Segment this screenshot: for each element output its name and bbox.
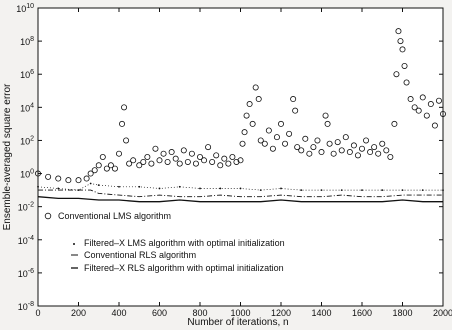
y-tick-exponent: 0 xyxy=(30,169,34,176)
y-tick-exponent: -2 xyxy=(28,202,34,209)
x-tick-label: 200 xyxy=(71,308,86,318)
legend-entry: Filtered–X LMS algorithm with optimal in… xyxy=(73,238,285,248)
x-tick-label: 1600 xyxy=(352,308,372,318)
legend-entry: Conventional LMS algorithm xyxy=(45,211,171,221)
y-tick-exponent: 4 xyxy=(30,102,34,109)
y-tick-exponent: 10 xyxy=(26,3,34,10)
y-tick-base: 10 xyxy=(16,4,26,14)
y-tick-label: 10-4 xyxy=(18,235,34,246)
y-tick-label: 10-2 xyxy=(18,202,34,213)
y-tick-base: 10 xyxy=(20,70,30,80)
y-tick-label: 1010 xyxy=(16,3,34,14)
x-tick-label: 2000 xyxy=(433,308,452,318)
y-tick-base: 10 xyxy=(20,136,30,146)
y-tick-exponent: -4 xyxy=(28,235,34,242)
y-tick-base: 10 xyxy=(20,170,30,180)
x-tick-label: 600 xyxy=(152,308,167,318)
x-tick-label: 1800 xyxy=(392,308,412,318)
y-tick-base: 10 xyxy=(18,269,28,279)
x-tick-label: 0 xyxy=(35,308,40,318)
y-tick-label: 10-8 xyxy=(18,301,34,312)
legend-label: Conventional RLS algorithm xyxy=(84,250,196,260)
y-tick-exponent: -8 xyxy=(28,301,34,308)
plot-area xyxy=(38,8,443,306)
data-point xyxy=(300,189,302,191)
x-tick-label: 400 xyxy=(111,308,126,318)
data-point xyxy=(442,189,444,191)
y-tick-base: 10 xyxy=(18,203,28,213)
y-tick-exponent: -6 xyxy=(28,268,34,275)
y-tick-exponent: 2 xyxy=(30,135,34,142)
y-tick-exponent: 6 xyxy=(30,69,34,76)
y-tick-label: 100 xyxy=(20,169,34,180)
legend-label: Filtered–X RLS algorithm with optimal in… xyxy=(84,263,284,273)
y-tick-label: 106 xyxy=(20,69,34,80)
legend-entry: Conventional RLS algorithm xyxy=(71,250,196,260)
y-tick-base: 10 xyxy=(20,37,30,47)
data-point xyxy=(280,188,282,190)
y-tick-label: 108 xyxy=(20,36,34,47)
legend-entry: Filtered–X RLS algorithm with optimal in… xyxy=(71,263,284,273)
legend-label: Filtered–X LMS algorithm with optimal in… xyxy=(84,238,285,248)
y-tick-base: 10 xyxy=(20,103,30,113)
x-tick-label: 1400 xyxy=(311,308,331,318)
data-point xyxy=(199,188,201,190)
legend-label: Conventional LMS algorithm xyxy=(58,211,171,221)
y-tick-exponent: 8 xyxy=(30,36,34,43)
x-axis-label: Number of iterations, n xyxy=(187,317,288,328)
data-point xyxy=(381,189,383,191)
y-axis-label: Ensemble-averaged square error xyxy=(2,83,13,230)
y-tick-base: 10 xyxy=(18,302,28,312)
data-point xyxy=(118,186,120,188)
data-point xyxy=(57,188,59,190)
legend-marker xyxy=(73,243,75,245)
y-tick-label: 104 xyxy=(20,102,34,113)
y-tick-base: 10 xyxy=(18,236,28,246)
y-tick-label: 102 xyxy=(20,135,34,146)
y-tick-label: 10-6 xyxy=(18,268,34,279)
